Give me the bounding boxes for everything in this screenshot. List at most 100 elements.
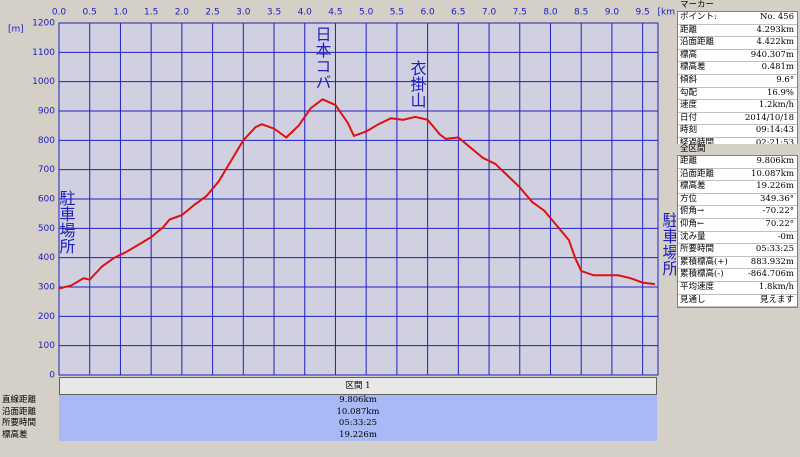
value: 349.36° [760, 193, 794, 204]
row: 累積標高(-) -864.706m [678, 269, 797, 282]
label: 距離 [680, 24, 698, 35]
row: 標高差 0.481m [678, 62, 797, 75]
row: 平均速度 1.8km/h [678, 282, 797, 295]
row: 仰角← 70.22° [678, 219, 797, 232]
label: 距離 [680, 156, 698, 166]
value: 4.293km [756, 24, 794, 35]
label: 標高 [680, 49, 698, 60]
x-tick-label: 6.5 [451, 8, 465, 18]
x-tick-label: 2.0 [175, 8, 190, 18]
value: 883.932m [750, 256, 794, 267]
label: 俯角→ [680, 206, 705, 217]
row: 直線距離 9.806km [0, 395, 676, 407]
row: 沿面距離 10.087km [0, 406, 676, 418]
y-tick-label: 400 [38, 253, 55, 263]
y-tick-label: 200 [38, 312, 55, 322]
label: 直線距離 [2, 395, 37, 405]
label: 傾斜 [680, 74, 698, 85]
label: 所要時間 [680, 244, 715, 255]
y-tick-label: 300 [38, 283, 55, 293]
table-header: 区間 1 [59, 377, 657, 395]
value: 70.22° [765, 218, 794, 229]
x-tick-label: 1.5 [144, 8, 158, 18]
value: No. 456 [759, 12, 794, 22]
x-tick-label: 6.0 [420, 8, 435, 18]
label: 標高差 [2, 429, 28, 440]
label: 平均速度 [680, 281, 715, 292]
value: -864.706m [747, 269, 794, 280]
value: 見えます [759, 294, 794, 305]
elevation-line [58, 98, 656, 290]
y-tick-label: 1000 [32, 77, 55, 87]
section-table: 区間 1 直線距離 9.806km 沿面距離 10.087km 所要時間 05:33:25… [0, 377, 676, 441]
total-panel: 全区間 距離 9.806km 沿面距離 10.087km 標高差 19.226m 方位 349… [677, 144, 798, 309]
y-axis-label: [m] [8, 25, 24, 35]
row: 方位 349.36° [678, 194, 797, 207]
y-tick-label: 100 [38, 341, 55, 351]
row: 傾斜 9.6° [678, 75, 797, 88]
label: ポイント: [680, 12, 717, 22]
y-tick-label: 600 [38, 195, 55, 205]
value: 16.9% [766, 87, 794, 98]
value: 1.2km/h [758, 100, 794, 111]
marker-panel: マーカー ポイント: No. 456 距離 4.293km 沿面距離 4.422km 標高 9… [677, 0, 798, 152]
row: 累積標高(+) 883.932m [678, 257, 797, 270]
value: 9.6° [776, 74, 794, 85]
label: 累積標高(-) [680, 269, 724, 280]
label: 時刻 [680, 125, 698, 136]
x-tick-label: 0.0 [52, 8, 67, 18]
value: 10.087km [751, 168, 794, 179]
x-tick-label: 4.0 [298, 8, 313, 18]
x-tick-label: 8.0 [543, 8, 558, 18]
row: 沿面距離 10.087km [678, 169, 797, 182]
label: 仰角← [680, 218, 705, 229]
annotation: 駐車場所 [660, 212, 677, 276]
value: 19.226m [59, 429, 657, 441]
label: 累積標高(+) [680, 256, 728, 267]
row: 時刻 09:14:43 [678, 125, 797, 138]
value: 940.307m [750, 49, 794, 60]
x-tick-label: 9.0 [605, 8, 620, 18]
row: 見通し 見えます [678, 295, 797, 308]
label: 日付 [680, 112, 698, 123]
panel-rows: 距離 9.806km 沿面距離 10.087km 標高差 19.226m 方位 349.36°… [677, 155, 798, 309]
x-tick-label: 4.5 [328, 8, 342, 18]
y-tick-label: 700 [38, 165, 55, 175]
row: 所要時間 05:33:25 [678, 244, 797, 257]
row: 距離 9.806km [678, 156, 797, 169]
label: 所要時間 [2, 418, 37, 428]
row: 勾配 16.9% [678, 88, 797, 101]
value: -70.22° [762, 206, 794, 217]
x-axis-label: [km] [657, 8, 676, 18]
panel-title: 全区間 [677, 144, 798, 155]
annotation: 駐車場所 [57, 190, 76, 254]
x-tick-label: 1.0 [113, 8, 128, 18]
row: ポイント: No. 456 [678, 12, 797, 25]
value: 0.481m [761, 62, 794, 73]
annotation: 衣掛山 [408, 60, 427, 108]
row: 俯角→ -70.22° [678, 206, 797, 219]
y-tick-label: 500 [38, 224, 55, 234]
row: 標高差 19.226m [0, 429, 676, 441]
value: 05:33:25 [59, 418, 657, 430]
label: 速度 [680, 100, 698, 111]
row: 沈み量 -0m [678, 232, 797, 245]
row: 距離 4.293km [678, 25, 797, 38]
panel-rows: ポイント: No. 456 距離 4.293km 沿面距離 4.422km 標高 940.30… [677, 11, 798, 152]
value: 05:33:25 [755, 244, 794, 255]
row: 所要時間 05:33:25 [0, 418, 676, 430]
y-tick-label: 1100 [32, 48, 55, 58]
panel-title: マーカー [677, 0, 798, 11]
row: 標高 940.307m [678, 50, 797, 63]
label: 沈み量 [680, 231, 706, 242]
value: -0m [777, 231, 794, 242]
x-tick-label: 0.5 [83, 8, 97, 18]
x-tick-label: 5.5 [390, 8, 404, 18]
row: 日付 2014/10/18 [678, 113, 797, 126]
y-tick-label: 1200 [32, 19, 55, 29]
label: 沿面距離 [680, 168, 715, 179]
value: 1.8km/h [758, 281, 794, 292]
y-tick-label: 800 [38, 136, 55, 146]
label: 沿面距離 [2, 406, 37, 417]
